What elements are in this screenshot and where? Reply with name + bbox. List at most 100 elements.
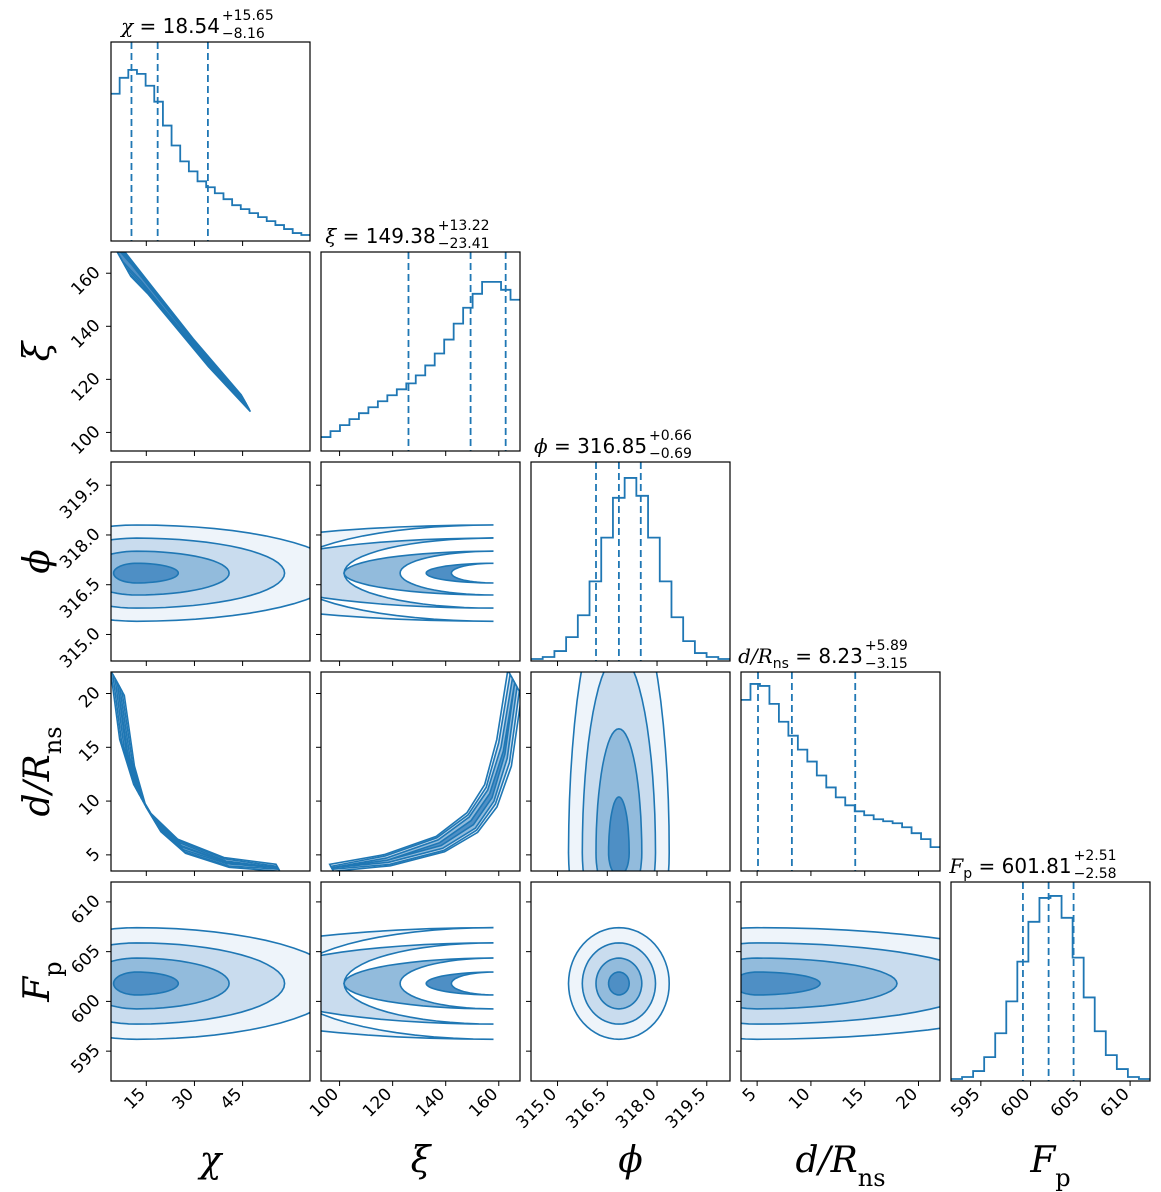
panel-content <box>567 926 671 1041</box>
title-fp: Fp = 601.81 +2.51 −2.58 <box>948 848 1116 882</box>
x-axis-label-xi: ξ <box>411 1140 433 1181</box>
x-tick-label: 10 <box>785 1084 814 1113</box>
x-tick-label: 600 <box>997 1084 1034 1121</box>
x-tick-label: 595 <box>947 1084 984 1121</box>
title-text: Fp = 601.81 <box>948 854 1071 882</box>
title-lower-error: −2.58 <box>1074 866 1117 882</box>
panel-content <box>111 524 310 623</box>
contour-level-1 <box>111 524 310 623</box>
y-tick-label: 319.5 <box>56 475 105 524</box>
x-tick-label: 605 <box>1047 1084 1084 1121</box>
title-phi: ϕ = 316.85 +0.66 −0.69 <box>534 428 692 462</box>
panel-content <box>328 672 520 871</box>
x-tick-label: 15 <box>120 1084 149 1113</box>
panel-chi-vs-d: 5 10 15 20 d/Rns <box>17 671 311 876</box>
panel-content <box>741 926 940 1041</box>
title-xi: ξ = 149.38 +13.22 −23.41 <box>325 218 489 252</box>
panel-frame <box>320 671 521 872</box>
panel-content <box>111 42 310 241</box>
contour-level-3 <box>741 957 898 1010</box>
panel-xi-hist: ξ = 149.38 +13.22 −23.41 <box>320 218 521 456</box>
panel-frame <box>320 881 521 1082</box>
title-upper-error: +2.51 <box>1074 848 1117 864</box>
panel-xi-vs-d <box>316 671 521 876</box>
contour-level-2 <box>581 672 657 871</box>
density-fill <box>344 551 494 595</box>
y-tick-label: 100 <box>67 422 104 459</box>
x-tick-label: 140 <box>412 1084 449 1121</box>
y-tick-label: 140 <box>67 316 104 353</box>
title-lower-error: −23.41 <box>438 236 490 252</box>
panel-xi-vs-phi <box>316 461 521 666</box>
histogram-phi <box>531 477 730 660</box>
contour-level-1 <box>567 672 671 871</box>
y-tick-label: 595 <box>67 1041 104 1078</box>
panel-frame <box>530 671 731 872</box>
contour-level-4 <box>112 971 180 996</box>
contour-level-3 <box>114 678 279 869</box>
density-fill <box>113 972 179 995</box>
title-text: ϕ = 316.85 <box>534 434 647 458</box>
contour-level-4 <box>425 562 494 584</box>
density-fill <box>321 927 494 1040</box>
contour-level-1 <box>111 926 310 1041</box>
contour-level-1 <box>321 524 494 623</box>
density-fill <box>321 525 494 622</box>
x-axis-label-phi: ϕ <box>618 1140 643 1181</box>
density-fill <box>426 972 494 995</box>
contour-level-2 <box>741 942 940 1025</box>
title-upper-error: +15.65 <box>222 8 274 24</box>
contour-level-1 <box>567 926 671 1041</box>
panel-phi-hist: ϕ = 316.85 +0.66 −0.69 <box>530 428 731 666</box>
y-tick-label: 10 <box>75 790 104 819</box>
x-tick-label: 315.0 <box>513 1084 562 1133</box>
y-tick-label: 315.0 <box>56 624 105 673</box>
panel-content <box>741 672 940 871</box>
density-fill <box>426 563 494 583</box>
panel-frame <box>530 881 731 1082</box>
panel-fp-hist: Fp = 601.81 +2.51 −2.58 595 600 605 610 Fp <box>947 848 1151 1192</box>
y-axis-label-d: d/Rns <box>17 726 67 816</box>
panel-frame <box>110 461 311 662</box>
title-chi: χ = 18.54 +15.65 −8.16 <box>119 8 274 42</box>
panel-chi-vs-xi: 100 120 140 160 ξ <box>17 251 311 459</box>
panel-frame <box>320 461 521 662</box>
contour-level-1 <box>321 926 494 1041</box>
y-tick-label: 318.0 <box>56 524 105 573</box>
y-axis-label-phi: ϕ <box>17 549 58 574</box>
histogram-xi <box>321 280 520 438</box>
y-tick-label: 5 <box>83 844 105 866</box>
title-lower-error: −0.69 <box>649 446 692 462</box>
title-upper-error: +13.22 <box>438 218 490 234</box>
contour-level-2 <box>112 674 281 871</box>
density-fill <box>344 958 494 1009</box>
contour-level-4 <box>116 252 247 405</box>
x-axis-label-chi: χ <box>197 1140 224 1181</box>
panel-frame <box>110 671 311 872</box>
x-tick-label: 20 <box>893 1084 922 1113</box>
panel-content <box>116 252 252 413</box>
panel-content <box>111 926 310 1041</box>
density-fill <box>117 682 278 868</box>
title-upper-error: +0.66 <box>649 428 692 444</box>
contour-level-2 <box>111 537 286 609</box>
panel-content <box>321 524 494 623</box>
x-tick-label: 316.5 <box>562 1084 611 1133</box>
x-tick-label: 318.0 <box>612 1084 661 1133</box>
panel-chi-hist: χ = 18.54 +15.65 −8.16 <box>110 8 311 246</box>
density-fill <box>608 972 630 995</box>
title-text: χ = 18.54 <box>119 14 220 38</box>
y-tick-label: 316.5 <box>56 574 105 623</box>
contour-level-3 <box>343 550 494 596</box>
panel-content <box>951 882 1150 1081</box>
panel-phi-vs-d <box>526 671 731 876</box>
y-tick-label: 600 <box>67 991 104 1028</box>
panel-frame <box>740 671 941 872</box>
contour-level-4 <box>112 562 180 584</box>
contour-level-4 <box>425 971 494 996</box>
contour-level-2 <box>329 672 520 871</box>
y-tick-label: 15 <box>75 737 104 766</box>
contour-level-4 <box>607 971 631 996</box>
contour-level-1 <box>741 926 940 1041</box>
